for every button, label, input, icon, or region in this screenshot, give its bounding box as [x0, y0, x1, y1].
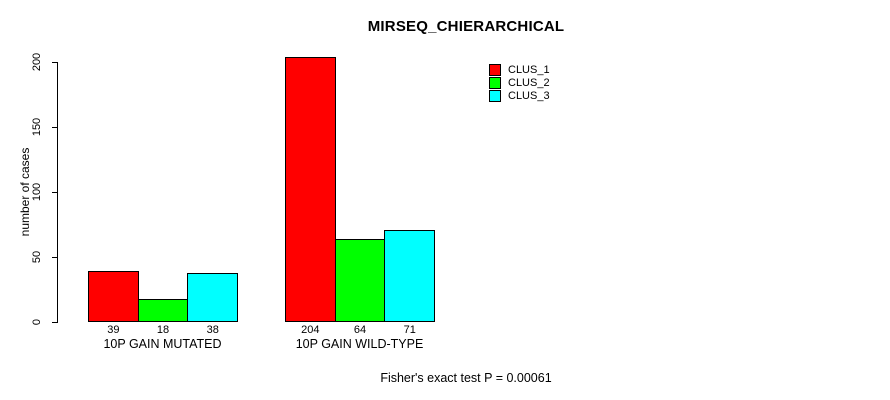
legend-label: CLUS_2: [508, 76, 550, 89]
category-label: 10P GAIN MUTATED: [103, 337, 222, 351]
chart-title: MIRSEQ_CHIERARCHICAL: [367, 18, 565, 35]
bar-value-label: 71: [403, 324, 416, 336]
legend-item-clus_3: CLUS_3: [489, 89, 550, 102]
y-tick-label: 200: [31, 52, 43, 72]
bar-clus_2-group1: [137, 298, 189, 322]
legend-label: CLUS_1: [508, 64, 550, 77]
y-tick-label: 100: [31, 182, 43, 202]
bar-value-label: 18: [156, 324, 170, 336]
bar-clus_3-group2: [384, 229, 436, 322]
y-tick-mark: [52, 192, 57, 193]
bar-value-label: 38: [206, 324, 219, 336]
fishers-test-annotation: Fisher's exact test P = 0.00061: [380, 371, 552, 385]
legend-swatch: [489, 64, 501, 77]
legend: CLUS_1 CLUS_2 CLUS_3: [489, 64, 550, 102]
legend-swatch: [489, 89, 501, 102]
bar-value-label: 64: [353, 324, 367, 336]
bar-clus_1-group2: [285, 56, 336, 322]
category-label: 10P GAIN WILD-TYPE: [295, 337, 424, 351]
y-tick-label: 50: [31, 250, 43, 264]
bar-value-label: 39: [107, 324, 120, 336]
bar-value-label: 204: [301, 324, 320, 336]
legend-swatch: [489, 76, 501, 89]
y-tick-mark: [52, 257, 57, 258]
y-axis-title: number of cases: [18, 147, 32, 237]
y-axis-line: [57, 62, 58, 323]
y-tick-label: 150: [31, 117, 43, 137]
bar-clus_1-group1: [88, 271, 139, 322]
y-tick-label: 0: [31, 318, 43, 326]
legend-item-clus_1: CLUS_1: [489, 64, 550, 77]
legend-item-clus_2: CLUS_2: [489, 76, 550, 90]
bar-clus_3-group1: [187, 272, 239, 322]
y-tick-mark: [52, 62, 57, 63]
legend-label: CLUS_3: [508, 89, 550, 102]
y-tick-mark: [52, 322, 57, 323]
y-tick-mark: [52, 127, 57, 128]
bar-clus_2-group2: [334, 238, 386, 322]
